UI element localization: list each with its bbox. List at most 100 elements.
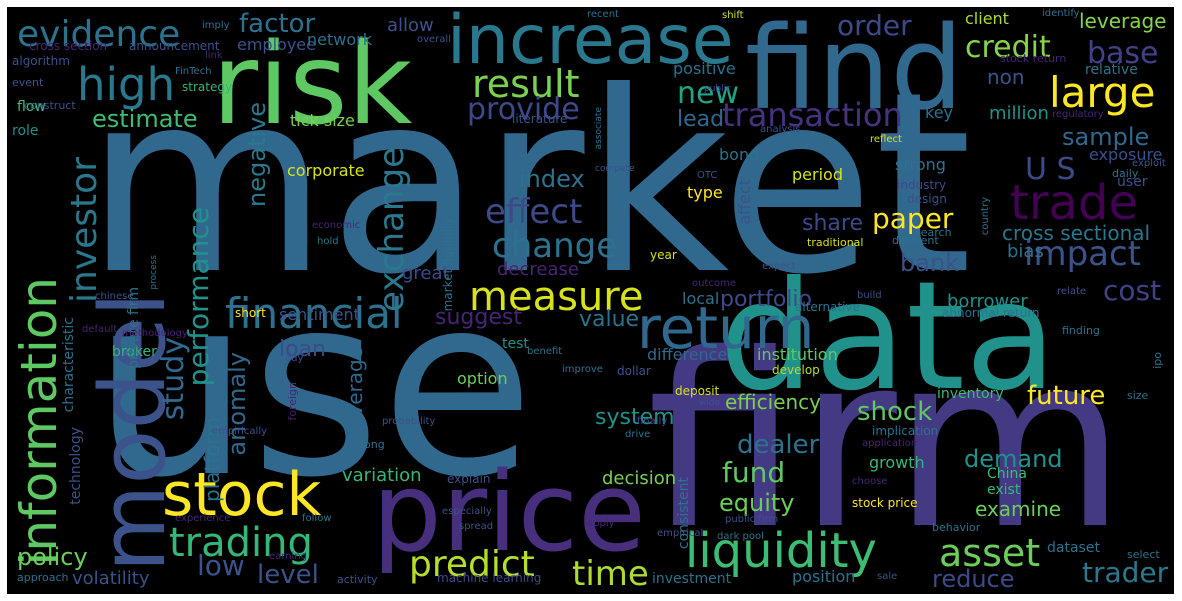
word-efficiency: efficiency bbox=[725, 390, 822, 414]
word-new: new bbox=[677, 76, 740, 111]
word-institution: institution bbox=[757, 345, 838, 364]
word-network: network bbox=[307, 30, 372, 49]
word-option: option bbox=[457, 369, 508, 388]
word-sentiment: sentiment bbox=[279, 305, 360, 324]
word-index: index bbox=[519, 165, 585, 193]
word-negative: negative bbox=[243, 102, 271, 207]
word-evidence: evidence bbox=[17, 14, 181, 55]
word-algorithm: algorithm bbox=[12, 54, 70, 68]
word-variation: variation bbox=[342, 465, 422, 486]
word-demand: demand bbox=[964, 445, 1063, 473]
word-key: key bbox=[925, 103, 954, 122]
word-role: role bbox=[12, 123, 39, 139]
word-exchange: exchange bbox=[372, 147, 412, 312]
word-search: search bbox=[915, 226, 952, 239]
word-local: local bbox=[682, 289, 720, 308]
word-position: position bbox=[792, 567, 856, 586]
word-bank: bank bbox=[900, 249, 960, 277]
word-dollar: dollar bbox=[617, 364, 651, 378]
word-volatility: volatility bbox=[72, 568, 150, 589]
word-change: change bbox=[492, 226, 618, 266]
word-portfolio: portfolio bbox=[720, 287, 812, 312]
word-finally: finally bbox=[637, 416, 668, 427]
word-develop: develop bbox=[772, 363, 820, 377]
word-technology: technology bbox=[68, 427, 84, 505]
word-long: long bbox=[361, 438, 385, 451]
word-share: share bbox=[802, 211, 863, 236]
word-trading: trading bbox=[169, 520, 313, 566]
word-dataset: dataset bbox=[1047, 540, 1100, 556]
word-construct: construct bbox=[24, 99, 76, 112]
word-finding: finding bbox=[1062, 324, 1100, 337]
word-market-liquidity: market liquidity bbox=[441, 217, 455, 312]
word-cloud-canvas: market use firm data risk find price mod… bbox=[7, 7, 1174, 594]
word-explain: explain bbox=[447, 472, 491, 486]
word-outcome: outcome bbox=[692, 278, 736, 289]
word-base: base bbox=[1087, 36, 1159, 71]
word-million: million bbox=[989, 103, 1049, 124]
word-country: country bbox=[980, 197, 991, 236]
word-alternative: alternative bbox=[795, 300, 860, 314]
word-effect: effect bbox=[485, 192, 583, 232]
word-inventory: inventory bbox=[937, 386, 1004, 402]
word-chinese: chinese bbox=[95, 291, 134, 302]
word-application: application bbox=[862, 438, 918, 449]
word-industry: industry bbox=[897, 178, 947, 192]
word-type: type bbox=[687, 183, 723, 202]
word-cost: cost bbox=[1103, 274, 1162, 307]
word-fund: fund bbox=[722, 456, 786, 489]
word-benefit: benefit bbox=[527, 346, 563, 357]
word-shock: shock bbox=[857, 397, 933, 427]
word-daily: daily bbox=[1112, 167, 1139, 180]
word-value: value bbox=[579, 307, 640, 332]
word-client: client bbox=[965, 9, 1009, 28]
word-broker: broker bbox=[112, 344, 157, 360]
word-day: day bbox=[285, 353, 304, 364]
word-future: future bbox=[1027, 381, 1106, 411]
word-paper: paper bbox=[872, 202, 954, 235]
word-investment: investment bbox=[652, 571, 732, 587]
word-estimate: estimate bbox=[92, 105, 198, 133]
word-suggest: suggest bbox=[435, 305, 522, 330]
word-u-s: U S bbox=[1025, 152, 1076, 187]
word-regulatory: regulatory bbox=[1052, 109, 1104, 120]
word-probability: probability bbox=[382, 416, 436, 427]
word-factor: factor bbox=[239, 9, 316, 39]
word-follow: follow bbox=[302, 513, 332, 524]
word-hold: hold bbox=[317, 236, 339, 247]
word-apply: apply bbox=[587, 518, 615, 529]
word-design: design bbox=[907, 192, 947, 206]
word-different: different bbox=[892, 234, 939, 247]
word-public: public bbox=[704, 84, 732, 94]
word-lead: lead bbox=[677, 107, 725, 132]
word-select: select bbox=[1127, 548, 1160, 561]
word-otc: OTC bbox=[697, 170, 718, 181]
word-exist: exist bbox=[987, 482, 1021, 498]
word-stock: stock bbox=[162, 460, 322, 530]
word-decision: decision bbox=[602, 468, 677, 489]
word-information: information bbox=[10, 277, 68, 566]
word-identify: identify bbox=[1042, 8, 1080, 19]
word-bond: bond bbox=[719, 145, 760, 164]
word-average: average bbox=[343, 347, 367, 429]
word-machine-learning: machine learning bbox=[437, 571, 542, 585]
word-recent: recent bbox=[587, 9, 619, 20]
word-associate: associate bbox=[594, 107, 604, 150]
word-growth: growth bbox=[869, 453, 925, 472]
word-dark-pool: dark pool bbox=[717, 531, 764, 542]
word-china: China bbox=[987, 466, 1027, 482]
word-non: non bbox=[987, 65, 1025, 89]
word-empirical: empirical bbox=[657, 528, 704, 539]
word-exposure: exposure bbox=[1089, 145, 1163, 164]
word-implication: implication bbox=[872, 424, 939, 438]
word-provide: provide bbox=[467, 92, 580, 127]
word-wide: wide bbox=[699, 398, 721, 408]
word-liquidity: liquidity bbox=[685, 523, 877, 579]
word-sample: sample bbox=[1062, 123, 1150, 151]
word-analysis: analysis bbox=[760, 124, 801, 135]
word-great: great bbox=[402, 263, 450, 284]
word-user: user bbox=[1117, 174, 1148, 190]
word-public-firm: public firm bbox=[725, 514, 779, 525]
word-positive: positive bbox=[673, 59, 736, 78]
word-high: high bbox=[77, 58, 176, 111]
